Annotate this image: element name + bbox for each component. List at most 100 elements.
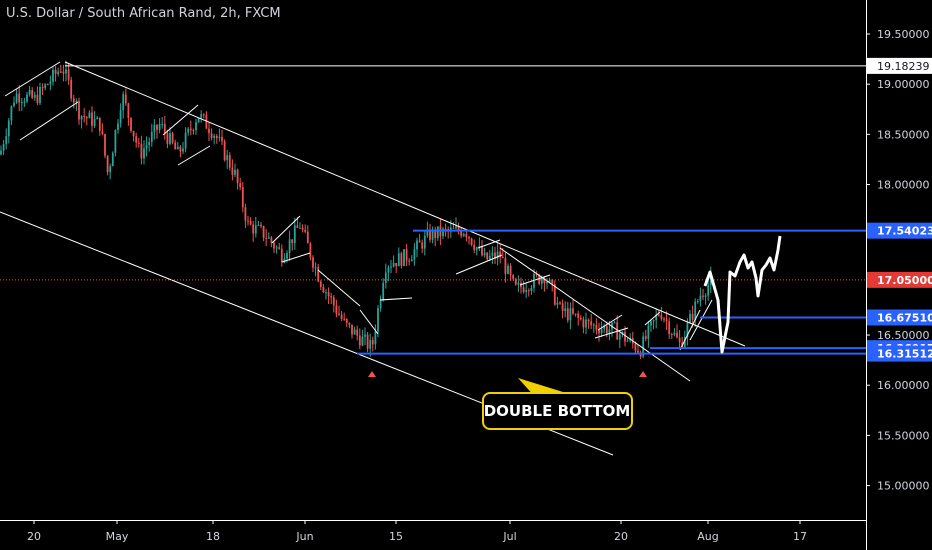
trendline <box>359 309 379 335</box>
candle-body <box>551 279 554 285</box>
candle-body <box>145 145 148 149</box>
candle-body <box>590 321 593 326</box>
time-tick-label: Aug <box>697 530 718 543</box>
candle-body <box>434 229 437 238</box>
candle-body <box>538 274 541 284</box>
candle-body <box>169 133 171 144</box>
candle-body <box>564 308 567 312</box>
candle-body <box>585 319 587 328</box>
candle-body <box>254 225 257 234</box>
candle-body <box>582 319 585 328</box>
candle-body <box>426 229 429 236</box>
candle-body <box>525 290 528 293</box>
candle-body <box>600 328 603 334</box>
candle-body <box>148 141 151 146</box>
candle-body <box>379 299 382 309</box>
candle-body <box>499 251 502 257</box>
candle-body <box>218 136 221 139</box>
price-axis[interactable]: 19.50000 19.00000 18.50000 18.00000 16.50000… <box>866 0 932 550</box>
trendline <box>379 297 413 301</box>
candle-body <box>226 155 229 161</box>
candle-body <box>665 319 668 322</box>
candle-body <box>559 302 561 304</box>
candle-body <box>707 284 710 296</box>
chart-title: U.S. Dollar / South African Rand, 2h, FX… <box>6 6 281 21</box>
price-tick-label: 18.50000 <box>877 128 930 141</box>
candle-body <box>241 187 244 208</box>
candle-body <box>689 313 691 323</box>
candle-body <box>473 244 476 251</box>
candle-body <box>260 224 262 227</box>
candle-body <box>556 302 559 305</box>
candle-body <box>215 135 218 139</box>
candle-body <box>397 253 400 267</box>
candle-body <box>273 242 275 249</box>
candle-body <box>514 278 517 285</box>
candle-body <box>449 227 452 232</box>
candle-body <box>624 331 626 342</box>
candle-body <box>322 287 325 293</box>
candle-body <box>5 136 8 145</box>
candle-body <box>335 305 338 314</box>
candle-body <box>301 227 304 230</box>
trendline <box>4 61 61 97</box>
candle-body <box>122 94 125 111</box>
candle-body <box>13 102 15 107</box>
candle-body <box>317 267 320 282</box>
price-tick-label: 16.00000 <box>877 379 930 392</box>
candle-body <box>192 130 195 132</box>
candle-body <box>213 135 216 138</box>
candle-body <box>470 238 473 245</box>
candle-body <box>465 233 468 238</box>
candle-body <box>462 233 465 236</box>
candle-body <box>91 112 93 126</box>
candle-body <box>605 325 608 334</box>
candle-body <box>410 259 413 262</box>
candle-body <box>156 124 158 130</box>
candle-body <box>244 207 247 221</box>
candle-body <box>78 100 80 120</box>
candle-body <box>57 71 60 75</box>
candle-body <box>44 84 47 89</box>
time-axis[interactable]: 20 May 18 Jun 15 Jul 20 Aug 17 <box>0 520 866 543</box>
trendline <box>689 299 713 341</box>
candle-body <box>696 301 699 303</box>
candle-body <box>18 93 21 103</box>
candle-body <box>106 155 109 173</box>
trendline <box>644 311 661 326</box>
candle-body <box>343 318 346 320</box>
candle-body <box>403 249 405 266</box>
candle-body <box>10 106 13 121</box>
candle-body <box>140 143 143 159</box>
trendline <box>597 314 623 331</box>
candle-body <box>85 117 88 119</box>
candle-body <box>304 229 307 232</box>
candle-body <box>444 228 447 230</box>
candle-body <box>348 322 351 325</box>
candle-body <box>98 117 101 131</box>
candle-body <box>70 79 73 99</box>
double-bottom-callout: DOUBLE BOTTOM <box>482 378 633 430</box>
candle-body <box>46 84 49 86</box>
candle-body <box>699 295 702 302</box>
candle-body <box>384 272 387 283</box>
candle-body <box>15 93 18 103</box>
time-tick-label: 15 <box>389 530 403 543</box>
candle-body <box>330 296 333 298</box>
candle-body <box>390 266 392 268</box>
candle-body <box>678 337 681 343</box>
candles-layer <box>0 60 712 359</box>
candle-body <box>634 343 637 351</box>
candle-body <box>457 226 460 232</box>
candle-body <box>239 183 242 188</box>
candle-body <box>171 133 174 143</box>
candle-body <box>80 116 83 120</box>
price-label-box <box>867 222 932 239</box>
price-tick-label: 19.50000 <box>877 28 930 41</box>
callout-label: DOUBLE BOTTOM <box>484 402 631 420</box>
candle-body <box>33 94 36 98</box>
candle-body <box>338 313 340 315</box>
candle-body <box>353 329 356 335</box>
time-tick-label: 20 <box>614 530 628 543</box>
trendline <box>594 327 629 339</box>
